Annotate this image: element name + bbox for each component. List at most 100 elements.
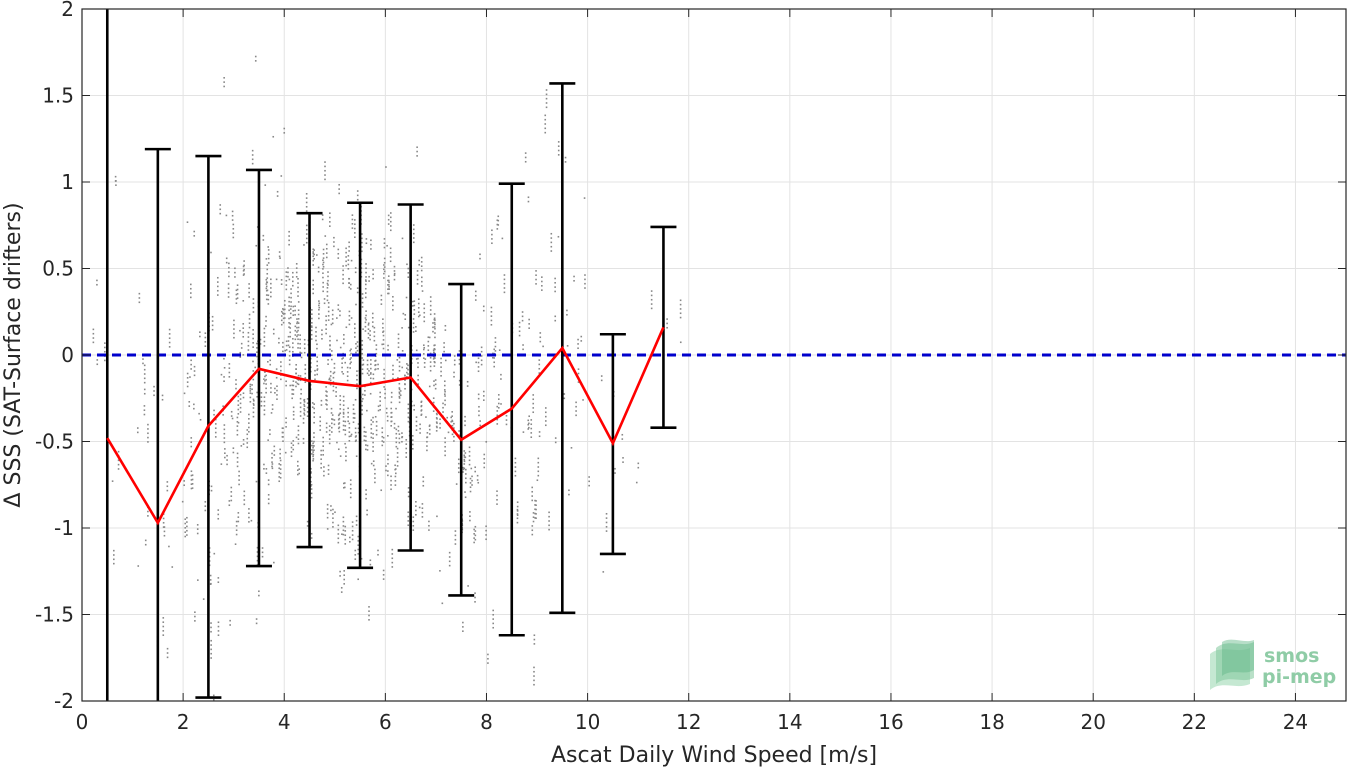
scatter-point <box>480 363 483 366</box>
scatter-point <box>184 531 187 533</box>
scatter-point <box>427 336 430 339</box>
scatter-point <box>394 468 396 471</box>
scatter-point <box>278 341 280 344</box>
scatter-point <box>310 325 313 327</box>
scatter-point <box>554 441 557 444</box>
scatter-point <box>280 365 282 368</box>
scatter-point <box>297 329 299 332</box>
scatter-point <box>365 448 367 451</box>
scatter-point <box>279 472 282 475</box>
scatter-point <box>433 384 435 387</box>
scatter-point <box>242 300 245 302</box>
scatter-point <box>451 433 454 436</box>
scatter-point <box>199 335 201 338</box>
scatter-point <box>518 326 521 328</box>
scatter-point <box>418 263 421 266</box>
scatter-point <box>588 476 590 478</box>
scatter-point <box>260 396 263 398</box>
scatter-point <box>417 307 420 309</box>
scatter-point <box>348 310 351 313</box>
scatter-point <box>369 392 372 395</box>
scatter-point <box>242 327 245 329</box>
scatter-point <box>289 322 292 325</box>
scatter-point <box>270 412 273 414</box>
scatter-point <box>554 281 556 284</box>
scatter-point <box>315 326 317 329</box>
scatter-point <box>514 474 517 477</box>
scatter-point <box>303 412 305 415</box>
scatter-point <box>243 273 245 275</box>
scatter-point <box>312 292 314 295</box>
scatter-point <box>531 525 534 527</box>
scatter-point <box>138 297 141 299</box>
scatter-point <box>143 373 146 375</box>
scatter-point <box>322 268 324 270</box>
scatter-point <box>236 452 239 455</box>
scatter-point <box>263 413 266 416</box>
scatter-point <box>387 284 389 286</box>
scatter-point <box>313 421 315 424</box>
scatter-point <box>503 274 506 276</box>
scatter-point <box>423 346 426 349</box>
scatter-point <box>113 554 115 556</box>
scatter-point <box>332 381 335 383</box>
scatter-point <box>341 533 343 535</box>
scatter-point <box>264 375 266 378</box>
scatter-point <box>306 402 309 404</box>
scatter-point <box>223 441 226 444</box>
scatter-point <box>297 322 300 324</box>
scatter-point <box>253 404 255 406</box>
scatter-point <box>214 436 217 438</box>
scatter-point <box>370 372 372 374</box>
scatter-point <box>344 420 347 423</box>
scatter-point <box>348 250 350 252</box>
scatter-point <box>383 272 385 275</box>
scatter-point <box>476 479 479 481</box>
scatter-point <box>285 344 288 347</box>
scatter-point <box>339 455 342 457</box>
scatter-point <box>261 555 264 558</box>
scatter-point <box>364 296 367 299</box>
scatter-point <box>162 621 165 623</box>
scatter-point <box>288 363 291 366</box>
scatter-point <box>267 262 270 264</box>
scatter-point <box>354 236 356 239</box>
scatter-point <box>237 413 240 415</box>
scatter-point <box>524 160 527 163</box>
scatter-point <box>263 409 266 411</box>
scatter-point <box>327 464 330 467</box>
scatter-point <box>422 353 425 355</box>
scatter-point <box>531 486 534 489</box>
scatter-point <box>424 358 427 360</box>
scatter-point <box>233 319 235 322</box>
scatter-point <box>338 192 340 195</box>
scatter-point <box>292 389 295 391</box>
scatter-point <box>327 363 329 365</box>
scatter-point <box>230 499 233 502</box>
scatter-point <box>374 364 377 366</box>
scatter-point <box>563 397 566 400</box>
scatter-point <box>469 519 471 522</box>
scatter-point <box>369 381 372 384</box>
x-tick-label: 16 <box>878 710 903 734</box>
scatter-point <box>312 449 315 452</box>
logo-wave-icon <box>1210 639 1254 690</box>
scatter-point <box>381 435 384 438</box>
scatter-point <box>263 332 266 334</box>
scatter-point <box>362 359 365 361</box>
scatter-point <box>398 388 401 391</box>
scatter-point <box>292 350 294 353</box>
scatter-point <box>311 322 313 324</box>
scatter-point <box>372 416 374 419</box>
scatter-point <box>232 223 235 226</box>
scatter-point <box>297 383 300 386</box>
scatter-point <box>210 652 212 655</box>
scatter-point <box>326 508 329 510</box>
scatter-point <box>344 525 347 528</box>
scatter-point <box>305 233 308 235</box>
scatter-point <box>239 356 242 358</box>
scatter-point <box>492 618 495 620</box>
scatter-point <box>368 614 370 617</box>
scatter-point <box>111 480 114 482</box>
scatter-point <box>354 323 356 325</box>
